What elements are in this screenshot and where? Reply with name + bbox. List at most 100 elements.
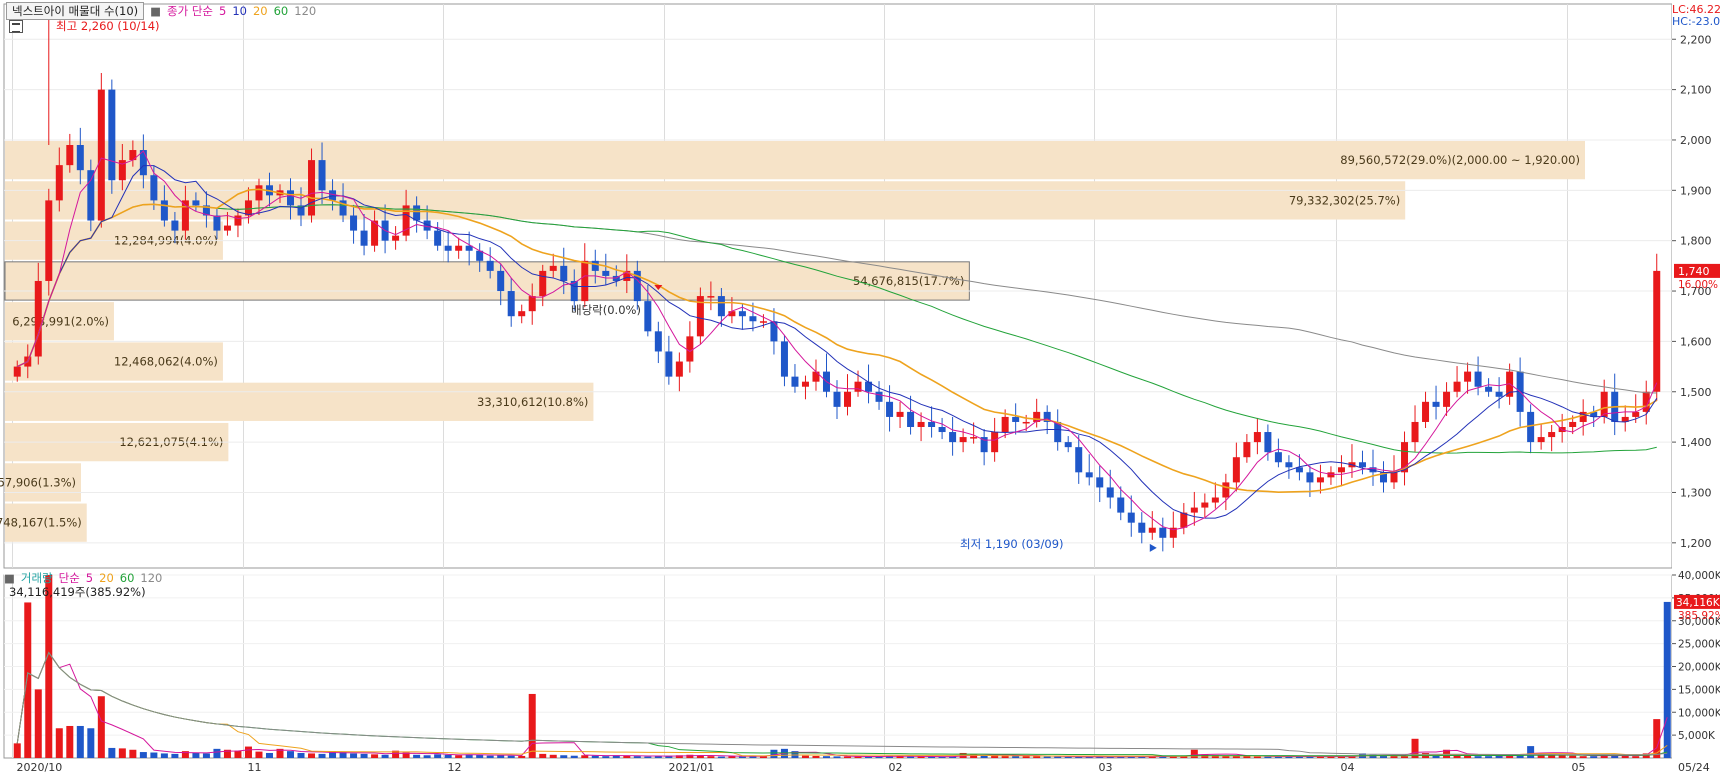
volume-series-label[interactable]: 단순: [58, 571, 80, 585]
volume-bar: [938, 756, 946, 758]
candle-body: [1379, 472, 1387, 483]
candle-body: [801, 381, 809, 387]
candle-body: [329, 190, 337, 201]
dividend-marker-icon: [654, 285, 663, 291]
candle-body: [192, 200, 200, 206]
x-tick-label: 02: [889, 761, 903, 774]
volume-bar: [980, 755, 988, 758]
vol-ma120-label[interactable]: 120: [140, 571, 163, 585]
candle-body: [1159, 527, 1167, 538]
candle-body: [896, 411, 904, 417]
volume-tick-label: 20,000K: [1678, 662, 1720, 674]
volume-profile-label: 4,748,167(1.5%): [0, 516, 82, 530]
vol-ma20-label[interactable]: 20: [99, 571, 114, 585]
volume-change: 385.92%: [1678, 610, 1720, 622]
vol-ma60-label[interactable]: 60: [119, 571, 135, 585]
volume-bar: [1001, 755, 1009, 758]
low-label: 최저 1,190 (03/09): [960, 537, 1064, 551]
price-axis-area: [1672, 0, 1720, 777]
volume-bar: [1117, 756, 1125, 758]
candle-body: [707, 296, 715, 298]
volume-bar: [1043, 756, 1051, 758]
candle-body: [665, 351, 673, 377]
candle-body: [591, 260, 599, 271]
candle-body: [1432, 401, 1440, 407]
volume-bar: [171, 753, 179, 758]
candle-body: [202, 205, 210, 216]
volume-bar: [1033, 756, 1041, 758]
volume-bar: [875, 756, 883, 758]
volume-bar: [297, 752, 305, 758]
volume-bar: [749, 755, 757, 758]
candle-body: [1316, 477, 1324, 483]
vol-ma120-line: [16, 651, 1668, 756]
candle-body: [13, 366, 21, 377]
candle-body: [1043, 411, 1051, 422]
volume-bar: [518, 755, 526, 758]
volume-bar: [1642, 753, 1650, 758]
ma10-label[interactable]: 10: [232, 4, 247, 18]
volume-bar: [539, 753, 547, 758]
volume-bar: [318, 753, 326, 758]
ma5-label[interactable]: 5: [219, 4, 227, 18]
candle-body: [854, 381, 862, 392]
candle-body: [497, 270, 505, 292]
volume-bar: [759, 756, 767, 758]
candle-body: [1022, 421, 1030, 424]
volume-bar: [896, 756, 904, 758]
volume-profile-label: 4,057,906(1.3%): [0, 475, 76, 489]
volume-bar: [97, 696, 105, 758]
ma60-label[interactable]: 60: [273, 4, 289, 18]
candle-body: [1590, 411, 1598, 417]
volume-bar: [255, 751, 263, 758]
candle-body: [1422, 401, 1430, 422]
price-tick-label: 1,500: [1680, 386, 1712, 399]
volume-bar: [1390, 756, 1398, 758]
volume-bar: [118, 748, 126, 758]
volume-tick-label: 30,000K: [1678, 616, 1720, 628]
candle-body: [287, 190, 295, 206]
ma20-label[interactable]: 20: [252, 4, 268, 18]
current-price-tag: [1674, 263, 1720, 278]
candle-body: [465, 245, 473, 251]
candle-body: [812, 371, 820, 382]
candle-body: [959, 437, 967, 443]
candle-body: [160, 200, 168, 221]
volume-bar: [66, 725, 74, 758]
indicator-title[interactable]: 넥스트아이 매물대 수(10): [6, 2, 145, 20]
volume-tick-label: 15,000K: [1678, 684, 1720, 696]
candle-body: [434, 230, 442, 246]
volume-bar: [139, 752, 147, 758]
candle-body: [1632, 411, 1640, 417]
volume-bar: [1222, 755, 1230, 758]
volume-bar: [213, 748, 221, 758]
volume-bar: [1264, 756, 1272, 758]
calendar-icon[interactable]: [9, 20, 23, 33]
candle-body: [318, 160, 326, 191]
volume-bar: [181, 751, 189, 758]
volume-bar: [507, 755, 515, 758]
ma120-label[interactable]: 120: [294, 4, 317, 18]
volume-bar: [244, 746, 252, 758]
candle-body: [1012, 416, 1020, 422]
candle-body: [171, 220, 179, 231]
volume-bar: [34, 689, 42, 758]
volume-bar: [1316, 756, 1324, 758]
candle-body: [1190, 507, 1198, 513]
legend-square-icon: ■: [150, 4, 162, 18]
volume-bar: [1127, 756, 1135, 758]
candle-body: [675, 361, 683, 377]
volume-label[interactable]: 거래량: [20, 571, 53, 585]
candle-body: [686, 336, 694, 362]
volume-profile-bar: [5, 302, 114, 341]
volume-bar: [560, 755, 568, 758]
lc-label: LC:46.22: [1672, 3, 1720, 16]
volume-bar: [665, 755, 673, 758]
vol-ma5-label[interactable]: 5: [85, 571, 94, 585]
candle-body: [1621, 416, 1629, 422]
series-label[interactable]: 종가 단순: [167, 4, 213, 18]
volume-bar: [886, 755, 894, 758]
volume-bar: [917, 756, 925, 758]
volume-profile-bar: [5, 140, 1585, 180]
volume-bar: [991, 754, 999, 758]
